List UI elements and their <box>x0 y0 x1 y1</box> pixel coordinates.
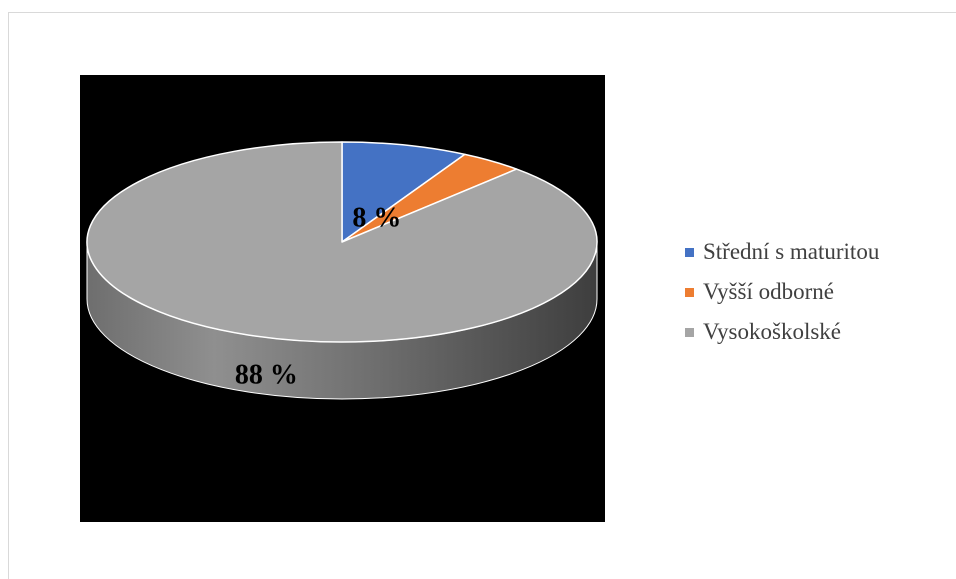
legend-label: Vysokoškolské <box>703 319 842 344</box>
legend-item-vysokoskolske: Vysokoškolské <box>685 312 879 352</box>
legend-label: Střední s maturitou <box>703 239 880 264</box>
chart-area <box>8 12 956 579</box>
legend-item-vyssi: Vyšší odborné <box>685 272 879 312</box>
legend: Střední s maturitou Vyšší odborné Vysoko… <box>685 232 879 352</box>
data-label: 88 % <box>235 359 298 390</box>
legend-swatch <box>685 247 694 257</box>
pie-slice <box>341 141 466 243</box>
data-label: 8 % <box>352 203 401 234</box>
pie-chart: 8 % 88 % <box>86 141 598 400</box>
legend-swatch <box>685 287 694 297</box>
legend-swatch <box>685 327 694 337</box>
legend-label: Vyšší odborné <box>703 279 834 304</box>
pie-slice <box>86 141 598 343</box>
legend-item-stredni: Střední s maturitou <box>685 232 879 272</box>
